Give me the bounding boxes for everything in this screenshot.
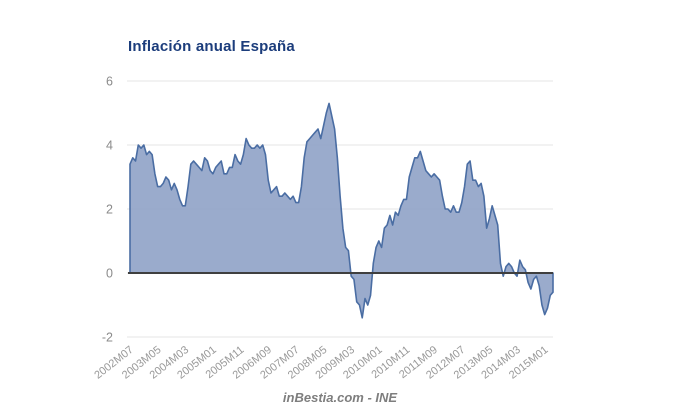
- y-axis-tick-label: 6: [106, 75, 113, 89]
- chart-source-caption: inBestia.com - INE: [282, 390, 398, 405]
- y-axis-tick-label: 2: [106, 203, 113, 217]
- y-axis-tick-label: 4: [106, 139, 113, 153]
- chart-title: Inflación anual España: [128, 38, 295, 55]
- y-axis-tick-label: -2: [102, 331, 113, 345]
- y-axis-tick-label: 0: [106, 267, 113, 281]
- inflation-series-area[interactable]: [129, 102, 554, 319]
